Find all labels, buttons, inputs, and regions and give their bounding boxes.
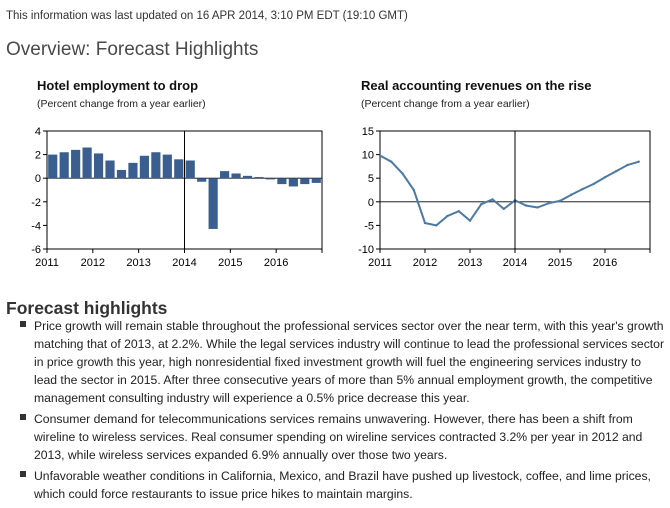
data-point bbox=[412, 188, 415, 192]
data-point bbox=[525, 204, 528, 207]
chart-1-y-tick-label: -4 bbox=[31, 220, 41, 232]
bar bbox=[71, 149, 81, 179]
data-point bbox=[457, 210, 460, 213]
chart-1-y-tick-label: 4 bbox=[35, 126, 41, 138]
data-point bbox=[626, 163, 629, 167]
data-point bbox=[480, 202, 483, 206]
list-item-text: Unfavorable weather conditions in Califo… bbox=[34, 469, 651, 501]
bullet-square-icon bbox=[20, 321, 26, 327]
bar bbox=[151, 152, 161, 179]
bar bbox=[93, 153, 104, 179]
bar bbox=[174, 159, 184, 179]
bar bbox=[311, 178, 321, 183]
chart-2-y-tick-label: 5 bbox=[368, 173, 374, 185]
data-point bbox=[446, 214, 449, 218]
forecast-highlights-heading: Forecast highlights bbox=[6, 298, 168, 318]
list-item: Price growth will remain stable througho… bbox=[20, 317, 665, 407]
chart-2-y-tick-label: 0 bbox=[368, 197, 374, 209]
last-updated-text: This information was last updated on 16 … bbox=[6, 10, 408, 22]
chart-2-subtitle: (Percent change from a year earlier) bbox=[361, 98, 530, 110]
bar bbox=[208, 178, 218, 229]
data-point bbox=[390, 160, 393, 163]
data-point bbox=[468, 219, 472, 222]
data-point bbox=[570, 193, 573, 196]
series-line bbox=[379, 154, 640, 227]
chart-2-x-tick-label: 2014 bbox=[503, 257, 527, 269]
bar bbox=[220, 171, 230, 179]
data-point bbox=[378, 154, 382, 157]
bullet-square-icon bbox=[20, 414, 26, 420]
data-point bbox=[581, 187, 584, 191]
page-title: Overview: Forecast Highlights bbox=[6, 39, 259, 60]
bullet-square-icon bbox=[20, 471, 26, 477]
list-item: Unfavorable weather conditions in Califo… bbox=[20, 467, 665, 503]
list-item-text: Consumer demand for telecommunications s… bbox=[34, 412, 643, 462]
bar bbox=[185, 160, 195, 179]
bar bbox=[197, 178, 207, 182]
bar bbox=[254, 177, 264, 179]
bar bbox=[82, 147, 92, 179]
chart-1-subtitle: (Percent change from a year earlier) bbox=[37, 98, 206, 110]
bar bbox=[231, 173, 241, 179]
bar bbox=[277, 178, 287, 185]
chart-2-y-tick-label: 15 bbox=[362, 126, 374, 138]
bar bbox=[162, 154, 172, 179]
data-point bbox=[592, 182, 595, 186]
chart-2-x-tick-label: 2015 bbox=[548, 257, 572, 269]
data-point bbox=[435, 224, 438, 227]
bar bbox=[139, 155, 149, 179]
list-item: Consumer demand for telecommunications s… bbox=[20, 410, 665, 464]
chart-1-x-tick-label: 2016 bbox=[264, 257, 288, 269]
data-point bbox=[502, 207, 505, 211]
chart-2-title: Real accounting revenues on the rise bbox=[361, 78, 592, 93]
bar bbox=[105, 160, 115, 179]
bar bbox=[116, 169, 127, 179]
bar bbox=[59, 152, 69, 179]
chart-1-title: Hotel employment to drop bbox=[37, 78, 199, 93]
chart-1-x-tick-label: 2014 bbox=[172, 257, 196, 269]
bar bbox=[265, 178, 276, 180]
chart-1-x-tick-label: 2015 bbox=[218, 257, 242, 269]
bar bbox=[300, 178, 310, 185]
data-point bbox=[547, 202, 550, 205]
bar bbox=[242, 175, 253, 179]
chart-2-y-tick-label: -10 bbox=[358, 244, 374, 256]
chart-2-x-tick-label: 2012 bbox=[413, 257, 437, 269]
chart-2-y-tick-label: -5 bbox=[364, 220, 374, 232]
chart-1-y-tick-label: -2 bbox=[31, 197, 41, 209]
chart-1-y-tick-label: -6 bbox=[31, 244, 41, 256]
bar bbox=[128, 162, 138, 179]
data-point bbox=[558, 199, 562, 203]
bar bbox=[48, 154, 58, 179]
chart-1-y-tick-label: 0 bbox=[35, 173, 41, 185]
data-point bbox=[615, 169, 618, 173]
data-point bbox=[603, 176, 607, 179]
chart-2-x-tick-label: 2016 bbox=[593, 257, 617, 269]
data-point bbox=[491, 198, 494, 201]
chart-1-x-tick-label: 2012 bbox=[81, 257, 105, 269]
chart-1-y-tick-label: 2 bbox=[35, 150, 41, 162]
data-point bbox=[423, 221, 427, 225]
highlights-list: Price growth will remain stable througho… bbox=[20, 317, 665, 506]
chart-1-x-tick-label: 2011 bbox=[35, 257, 59, 269]
data-point bbox=[637, 160, 640, 163]
chart-2-y-tick-label: 10 bbox=[362, 150, 374, 162]
data-point bbox=[401, 172, 404, 175]
bar bbox=[288, 178, 298, 187]
chart-1-x-tick-label: 2013 bbox=[126, 257, 150, 269]
chart-2-x-tick-label: 2013 bbox=[458, 257, 482, 269]
data-point bbox=[536, 206, 539, 209]
chart-2-x-tick-label: 2011 bbox=[368, 257, 392, 269]
list-item-text: Price growth will remain stable througho… bbox=[34, 319, 665, 405]
